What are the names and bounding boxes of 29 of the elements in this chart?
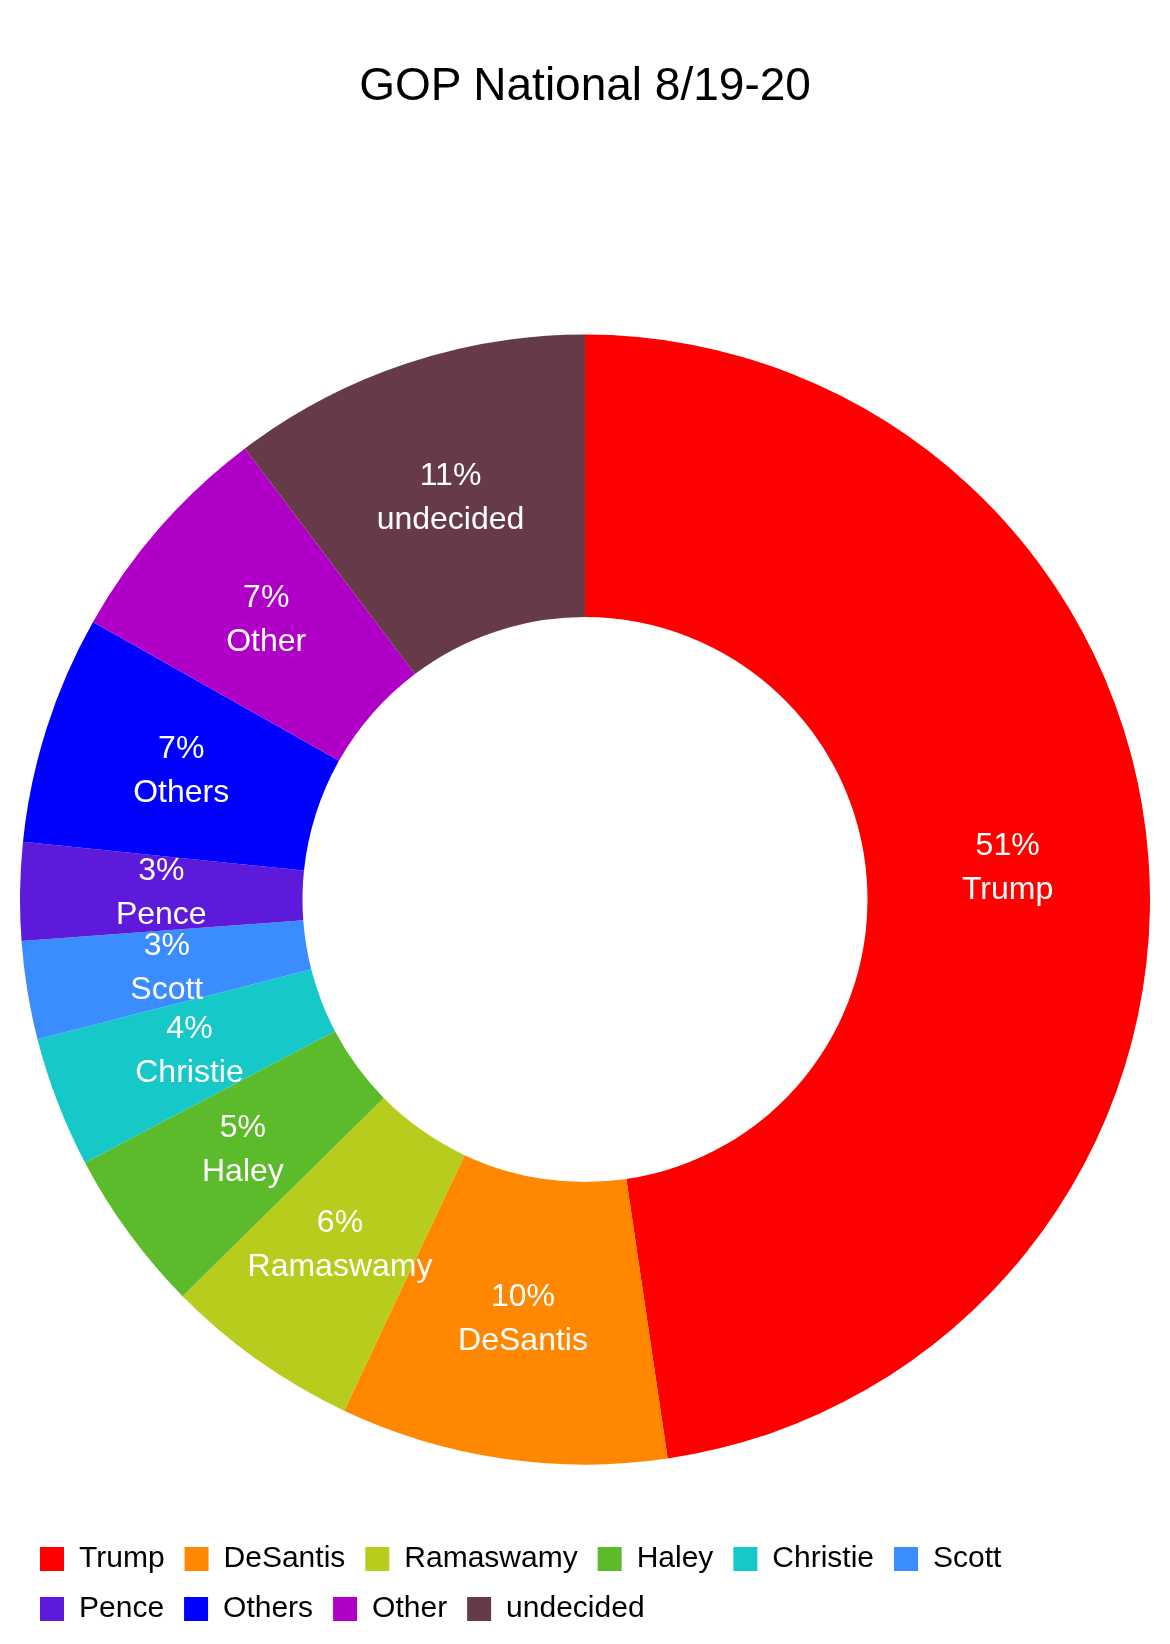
slice-label: DeSantis — [458, 1320, 588, 1357]
chart-title: GOP National 8/19-20 — [359, 58, 811, 111]
data-label: 5% — [219, 1107, 267, 1144]
data-label: 51% — [975, 826, 1040, 863]
slice-label: Other — [226, 622, 307, 659]
data-label: 11% — [419, 455, 482, 492]
legend-label: Haley — [636, 1540, 714, 1574]
slice-label: Christie — [135, 1053, 244, 1090]
legend-label: Trump — [79, 1540, 165, 1574]
data-label: 3% — [138, 851, 185, 888]
data-label: 7% — [158, 728, 205, 765]
slice-label: Haley — [202, 1151, 284, 1188]
data-label: 10% — [490, 1276, 556, 1313]
data-label: 6% — [316, 1203, 364, 1240]
slice-label: Scott — [130, 969, 204, 1006]
legend-label: DeSantis — [223, 1540, 346, 1574]
legend-label: Pence — [79, 1590, 165, 1624]
legend-label: Scott — [933, 1540, 1003, 1574]
slice-label: undecided — [376, 499, 525, 536]
slice-label: Trump — [961, 870, 1054, 907]
legend-label: Ramaswamy — [404, 1540, 578, 1574]
data-label: 7% — [243, 578, 290, 615]
legend-label: Christie — [772, 1540, 875, 1574]
legend-label: Other — [372, 1590, 448, 1624]
legend-label: Others — [223, 1590, 314, 1624]
slice-label: Ramaswamy — [247, 1247, 433, 1284]
data-label: 4% — [166, 1009, 213, 1046]
slice-label: Others — [133, 772, 230, 809]
legend-label: undecided — [506, 1590, 645, 1624]
